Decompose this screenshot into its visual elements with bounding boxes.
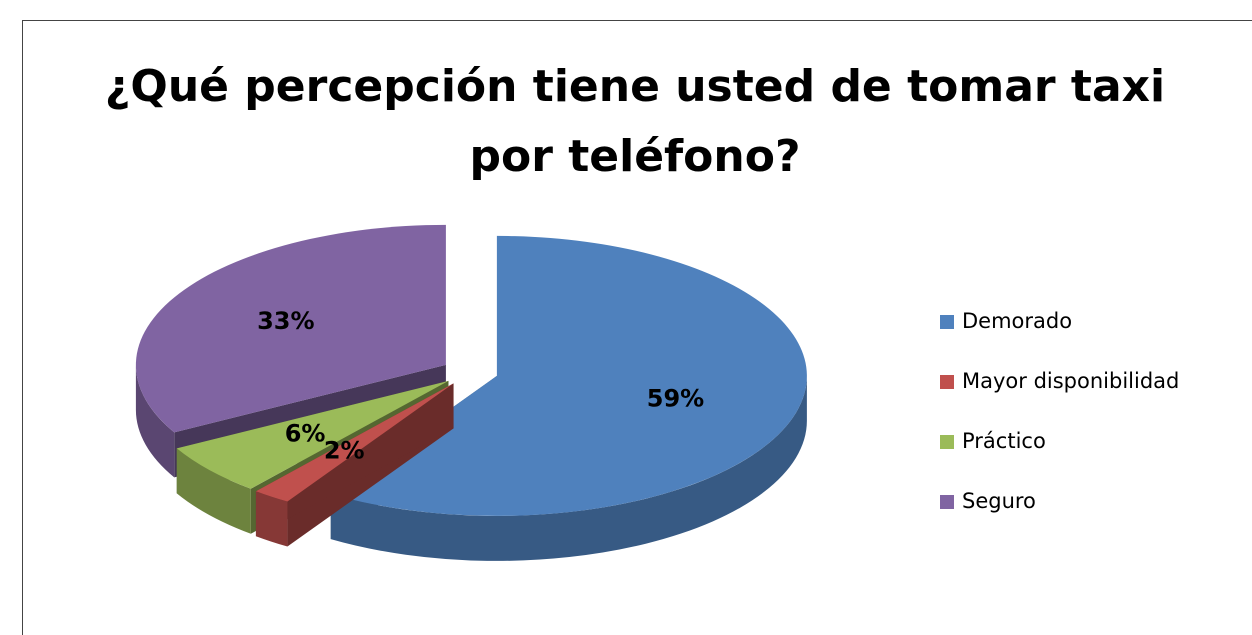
legend-label: Seguro (962, 489, 1036, 513)
slice (135, 224, 446, 433)
legend-swatch (940, 315, 954, 329)
legend-label: Práctico (962, 429, 1046, 453)
chart-frame (22, 20, 1252, 635)
legend-swatch (940, 435, 954, 449)
slice-side (255, 491, 288, 547)
slice-wall (255, 383, 454, 537)
slice-side (135, 364, 175, 478)
legend-swatch (940, 495, 954, 509)
data-label: 33% (257, 307, 314, 335)
data-label: 6% (285, 419, 326, 447)
data-label: 59% (647, 384, 704, 412)
slice (330, 235, 807, 516)
chart-title: ¿Qué percepción tiene usted de tomar tax… (104, 61, 1166, 182)
legend-swatch (940, 375, 954, 389)
legend-label: Demorado (962, 309, 1072, 333)
slice (255, 383, 454, 502)
slice-side (330, 375, 807, 561)
slice-side (176, 448, 251, 534)
legend-label: Mayor disponibilidad (962, 369, 1179, 393)
data-label: 2% (324, 436, 365, 464)
slice (176, 380, 449, 489)
